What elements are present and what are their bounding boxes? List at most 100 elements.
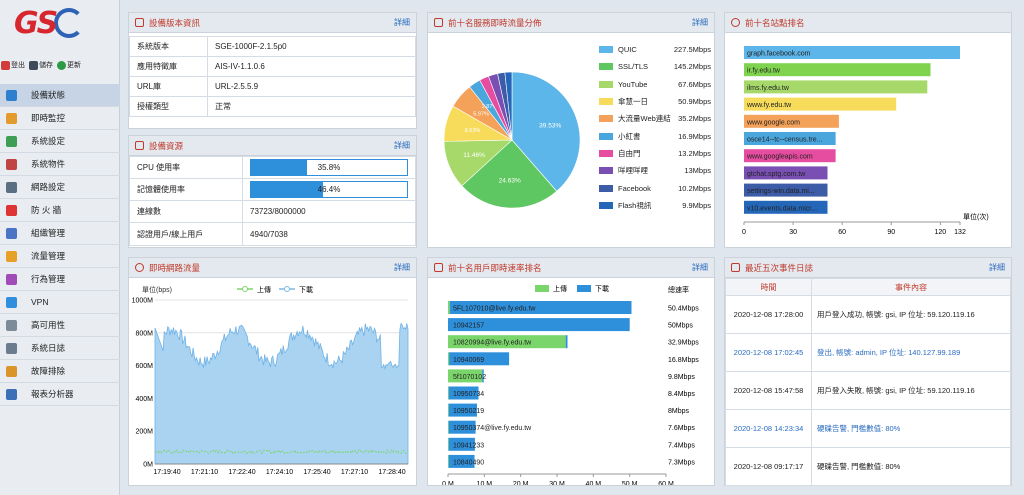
sidebar-item[interactable]: 系統物件	[0, 153, 120, 176]
events-more-link[interactable]: 詳細	[989, 263, 1005, 272]
legend-down-label: 下載	[299, 285, 313, 294]
x-tick: 0	[742, 229, 746, 236]
sidebar-item[interactable]: VPN	[0, 291, 120, 314]
site-label: settings-win.data.mi...	[747, 188, 815, 195]
traffic-more-link[interactable]: 詳細	[394, 263, 410, 272]
site-bar	[744, 97, 897, 111]
sidebar-item[interactable]: 即時監控	[0, 107, 120, 130]
legend-item[interactable]: 小紅書 16.9Mbps	[599, 127, 711, 144]
user-up-bar	[448, 454, 449, 468]
sidebar-item[interactable]: 防 火 牆	[0, 199, 120, 222]
save-button[interactable]: 儲存	[28, 60, 54, 70]
sidebar-item[interactable]: 報表分析器	[0, 383, 120, 406]
pie-percent-label: 24.63%	[499, 178, 521, 185]
legend-value: 50.9Mbps	[678, 97, 711, 107]
legend-down-swatch	[577, 285, 591, 292]
site-label: v10.events.data.micr...	[747, 205, 817, 212]
x-tick: 20 M	[513, 481, 529, 485]
sidebar-item[interactable]: 故障排除	[0, 360, 120, 383]
legend-item[interactable]: 大流量Web連結 35.2Mbps	[599, 110, 711, 127]
site-label: gtchat.sptg.com.tw	[747, 171, 806, 178]
sidebar: GS 登出 儲存 更新 設備狀態 即時監控 系統設定 系統物件 網路設定防 火 牆組織管…	[0, 0, 120, 495]
legend-item[interactable]: 傘慧一日 50.9Mbps	[599, 93, 711, 110]
traffic-title: 即時網路流量	[149, 262, 201, 273]
services-more-link[interactable]: 詳細	[692, 18, 708, 27]
user-up-bar	[448, 335, 566, 349]
monitor-icon	[135, 141, 144, 150]
sidebar-item[interactable]: 流量管理	[0, 245, 120, 268]
pie-percent-label: 8.63%	[465, 128, 481, 134]
event-time: 2020-12-08 15:47:58	[725, 371, 812, 410]
users-more-link[interactable]: 詳細	[692, 263, 708, 272]
legend-item[interactable]: 自由門 13.2Mbps	[599, 145, 711, 162]
nav-icon	[6, 135, 17, 147]
event-text: 硬碟告警, 門檻數值: 80%	[811, 409, 1011, 448]
nav-icon	[6, 342, 17, 354]
kv-label: 應用特徵庫	[129, 56, 208, 77]
user-total: 16.8Mbps	[668, 357, 699, 364]
x-tick: 0 M	[442, 481, 454, 485]
connections-value: 73723/8000000	[242, 200, 416, 223]
y-tick: 600M	[135, 363, 153, 370]
site-bar	[744, 114, 839, 128]
user-down-bar	[482, 369, 484, 383]
y-tick: 200M	[135, 429, 153, 436]
legend-item[interactable]: QUIC 227.5Mbps	[599, 41, 711, 58]
sidebar-nav: 設備狀態即時監控系統設定 系統物件網路設定防 火 牆組織管理流量管理 行為管理 VPN…	[0, 84, 120, 406]
col-content: 事件內容	[811, 278, 1011, 296]
site-bar	[744, 80, 928, 94]
sidebar-item[interactable]: 系統日誌	[0, 337, 120, 360]
version-more-link[interactable]: 詳細	[394, 18, 410, 27]
logout-button[interactable]: 登出	[0, 60, 26, 70]
user-up-bar	[448, 403, 449, 417]
legend-name: Facebook	[618, 183, 651, 193]
legend-value: 227.5Mbps	[673, 45, 711, 55]
legend-value: 13.2Mbps	[678, 148, 711, 158]
legend-up-label: 上傳	[257, 285, 271, 294]
legend-item[interactable]: 咩哩咩哩 13Mbps	[599, 162, 711, 179]
sidebar-item[interactable]: 網路設定	[0, 176, 120, 199]
legend-item[interactable]: Facebook 10.2Mbps	[599, 179, 711, 196]
event-row: 2020-12-08 14:23:34 硬碟告警, 門檻數值: 80%	[725, 409, 1011, 448]
site-bar	[744, 183, 828, 197]
legend-name: 自由門	[618, 148, 641, 158]
sidebar-item-label: 網路設定	[31, 182, 66, 192]
legend-item[interactable]: SSL/TLS 145.2Mbps	[599, 58, 711, 75]
event-row: 2020-12-08 15:47:58 用戶登入失敗, 帳號: gsi, IP 位…	[725, 371, 1011, 410]
site-label: www.googleapis.com	[746, 154, 813, 161]
event-text: 登出, 帳號: admin, IP 位址: 140.127.99.189	[811, 333, 1011, 372]
nav-icon	[6, 181, 17, 193]
sidebar-item-label: 組織管理	[31, 228, 66, 238]
sidebar-item[interactable]: 高可用性	[0, 314, 120, 337]
legend-item[interactable]: Flash視訊 9.9Mbps	[599, 197, 711, 214]
user-up-bar	[448, 437, 449, 451]
user-label: 10820994@live.fy.edu.tw	[453, 340, 532, 347]
user-total: 7.6Mbps	[668, 425, 695, 432]
resource-more-link[interactable]: 詳細	[394, 141, 410, 150]
user-up-bar	[448, 301, 450, 314]
user-label: 10840490	[453, 459, 484, 466]
sidebar-item-label: 即時監控	[31, 113, 66, 123]
sidebar-item[interactable]: 行為管理	[0, 268, 120, 291]
sidebar-item-label: 系統日誌	[31, 343, 66, 353]
update-button[interactable]: 更新	[56, 60, 82, 70]
sidebar-item[interactable]: 組織管理	[0, 222, 120, 245]
cpu-value: 35.8%	[317, 163, 341, 172]
legend-value: 10.2Mbps	[678, 183, 711, 193]
compass-icon	[731, 18, 740, 27]
resource-panel: 設備資源 詳細 CPU 使用率 35.8% 記憶體使用率 46.4% 連線數 73723…	[128, 135, 417, 248]
sliders-icon	[434, 263, 443, 272]
nav-icon	[6, 204, 17, 216]
sidebar-item[interactable]: 設備狀態	[0, 84, 120, 107]
event-time: 2020-12-08 14:23:34	[725, 409, 812, 448]
legend-item[interactable]: YouTube 67.6Mbps	[599, 76, 711, 93]
services-legend: QUIC 227.5Mbps SSL/TLS 145.2Mbps YouTube 67.6…	[599, 41, 711, 214]
site-bar	[744, 132, 836, 145]
user-label: 10950219	[453, 408, 484, 415]
legend-swatch	[599, 132, 613, 140]
user-label: 10950374@live.fy.edu.tw	[453, 425, 532, 432]
user-total: 8.4Mbps	[668, 391, 695, 398]
resource-title: 設備資源	[149, 140, 184, 151]
sidebar-item[interactable]: 系統設定	[0, 130, 120, 153]
x-tick: 17:22:40	[228, 469, 255, 476]
